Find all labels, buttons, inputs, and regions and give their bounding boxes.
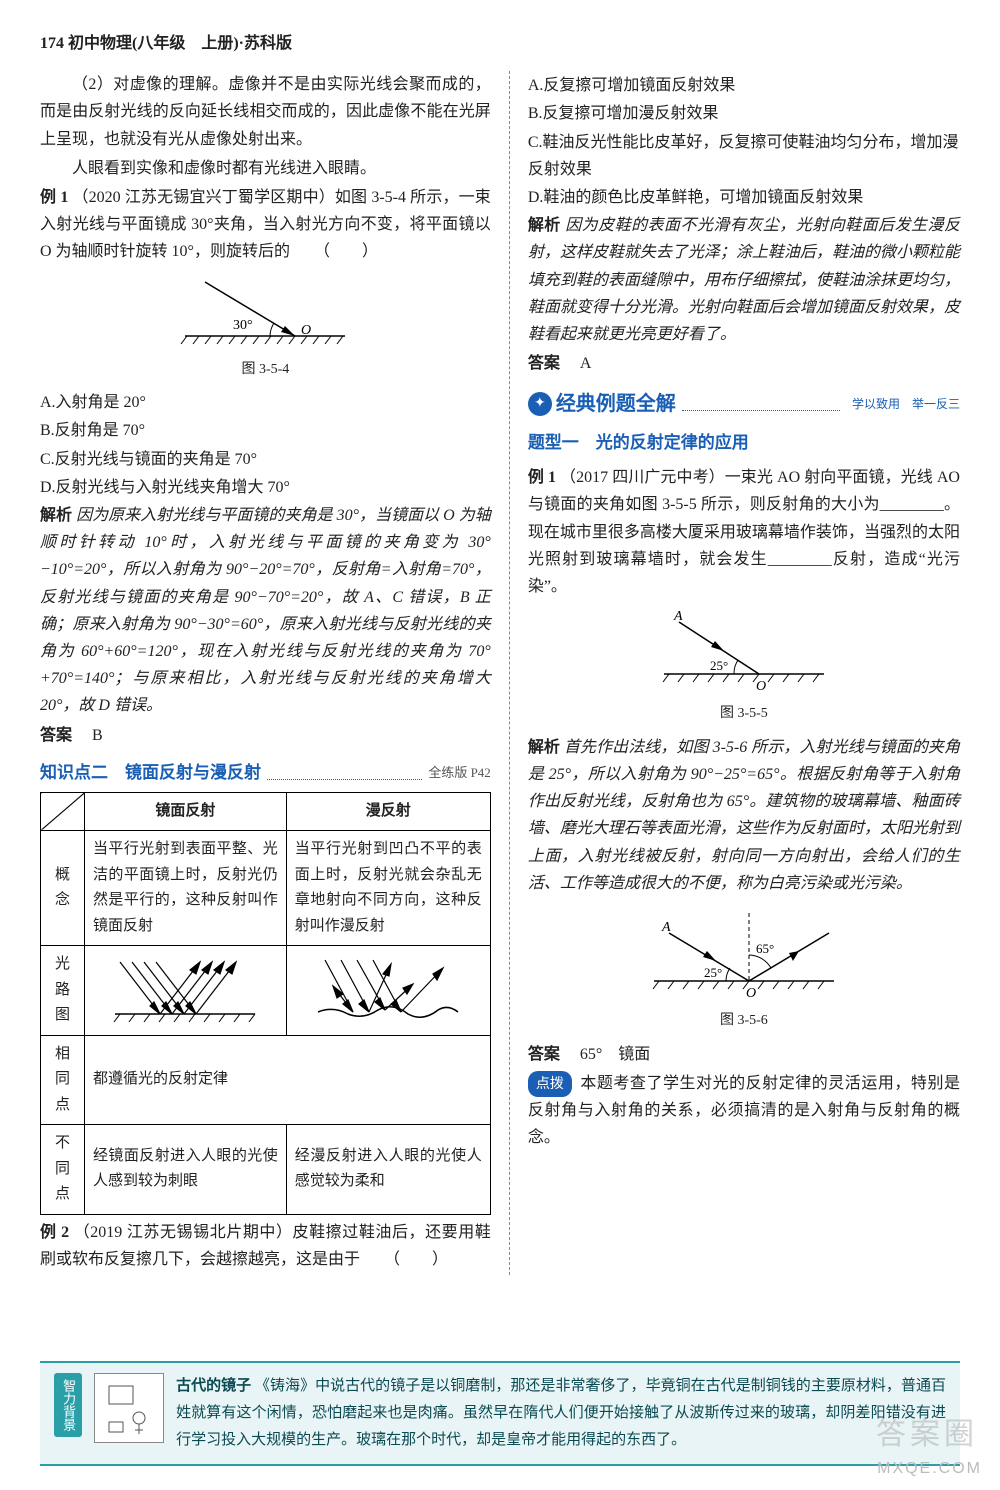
choice-d: D.反射光线与入射光线夹角增大 70° — [40, 474, 491, 501]
table-corner — [41, 792, 85, 831]
analysis-text: 首先作出法线，如图 3-5-6 所示，入射光线与镜面的夹角是 25°，所以入射角… — [528, 739, 960, 892]
row-diagram-label: 光路图 — [41, 946, 85, 1036]
example-label: 例 2 — [40, 1224, 69, 1241]
row-same-label: 相同点 — [41, 1035, 85, 1125]
answer-label: 答案 — [40, 727, 72, 744]
topic-1-title: 题型一 光的反射定律的应用 — [528, 429, 960, 458]
concept-mirror: 当平行光射到表面平整、光洁的平面镜上时，反射光仍然是平行的，这种反射叫作镜面反射 — [85, 831, 287, 946]
dotted-separator — [267, 779, 422, 780]
choice-c: C.反射光线与镜面的夹角是 70° — [40, 446, 491, 473]
answer-2: 答案 A — [528, 350, 960, 377]
figure-caption: 图 3-5-6 — [528, 1009, 960, 1033]
kp2-title: 知识点二 镜面反射与漫反射 — [40, 759, 261, 788]
example-label: 例 1 — [528, 469, 556, 486]
analysis-text: 因为原来入射光线与平面镜的夹角是 30°，当镜面以 O 为轴顺时针转动 10°时… — [40, 507, 491, 714]
right-example-1: 例 1 （2017 四川广元中考）一束光 AO 射向平面镜，光线 AO 与镜面的… — [528, 464, 960, 600]
table-header-mirror: 镜面反射 — [85, 792, 287, 831]
choice-a: A.反复擦可增加镜面反射效果 — [528, 72, 960, 99]
tip-text: 本题考查了学生对光的反射定律的灵活运用，特别是反射角与入射角的关系，必须搞清的是… — [528, 1075, 960, 1146]
banner-subtitle: 学以致用 举一反三 — [852, 394, 960, 414]
paragraph: （2）对虚像的理解。虚像并不是由实际光线会聚而成的，而是由反射光线的反向延长线相… — [40, 71, 491, 153]
answer-1: 答案 B — [40, 722, 491, 749]
footer-box: 智力背景 古代的镜子 《铸海》中说古代的镜子是以铜磨制，那还是非常奢侈了，毕竟铜… — [40, 1361, 960, 1466]
analysis-label: 解析 — [40, 507, 72, 524]
page-header: 174 初中物理(八年级 上册)·苏科版 — [40, 30, 960, 57]
answer-label: 答案 — [528, 1046, 560, 1063]
angle-label: 30° — [233, 318, 253, 333]
angle-left: 25° — [704, 965, 722, 980]
figure-3-5-6: 25° 65° A O 图 3-5-6 — [528, 905, 960, 1033]
knowledge-point-2-header: 知识点二 镜面反射与漫反射 全练版 P42 — [40, 759, 491, 788]
banner-title: 经典例题全解 — [556, 387, 676, 421]
left-column: （2）对虚像的理解。虚像并不是由实际光线会聚而成的，而是由反射光线的反向延长线相… — [40, 71, 491, 1275]
analysis-text: 因为皮鞋的表面不光滑有灰尘，光射向鞋面后发生漫反射，这样皮鞋就失去了光泽；涂上鞋… — [528, 217, 960, 343]
paragraph: 人眼看到实像和虚像时都有光线进入眼睛。 — [40, 155, 491, 182]
diff-diffuse: 经漫反射进入人眼的光使人感觉较为柔和 — [286, 1125, 490, 1215]
example-text: （2017 四川广元中考）一束光 AO 射向平面镜，光线 AO 与镜面的夹角如图… — [528, 469, 960, 595]
banner-icon: ✦ — [528, 392, 552, 416]
answer-value: A — [580, 355, 592, 372]
point-o: O — [746, 986, 756, 1001]
tip-badge: 点拨 — [528, 1071, 572, 1097]
table-header-diffuse: 漫反射 — [286, 792, 490, 831]
watermark-cn: 答案圈 — [876, 1409, 978, 1460]
right-answer: 答案 65° 镜面 — [528, 1041, 960, 1068]
row-concept-label: 概念 — [41, 831, 85, 946]
choice-b: B.反复擦可增加漫反射效果 — [528, 100, 960, 127]
figure-caption: 图 3-5-4 — [40, 358, 491, 382]
point-o: O — [756, 679, 766, 694]
concept-diffuse: 当平行光射到凹凸不平的表面上时，反射光就会杂乱无章地射向不同方向，这种反射叫作漫… — [286, 831, 490, 946]
answer-value: B — [92, 727, 103, 744]
right-analysis: 解析 首先作出法线，如图 3-5-6 所示，入射光线与镜面的夹角是 25°，所以… — [528, 734, 960, 897]
analysis-label: 解析 — [528, 217, 561, 234]
row-diff-label: 不同点 — [41, 1125, 85, 1215]
example-text: （2020 江苏无锡宜兴丁蜀学区期中）如图 3-5-4 所示，一束入射光线与平面… — [40, 189, 491, 260]
footer-title: 古代的镜子 — [176, 1378, 251, 1394]
answer-value: 65° 镜面 — [580, 1046, 650, 1063]
choice-d: D.鞋油的颜色比皮革鲜艳，可增加镜面反射效果 — [528, 184, 960, 211]
choice-a: A.入射角是 20° — [40, 389, 491, 416]
choice-c: C.鞋油反光性能比皮革好，反复擦可使鞋油均匀分布，增加漫反射效果 — [528, 129, 960, 183]
choice-b: B.反射角是 70° — [40, 417, 491, 444]
two-column-layout: （2）对虚像的理解。虚像并不是由实际光线会聚而成的，而是由反射光线的反向延长线相… — [40, 71, 960, 1275]
diagram-diffuse — [286, 946, 490, 1036]
analysis-1: 解析 因为原来入射光线与平面镜的夹角是 30°，当镜面以 O 为轴顺时针转动 1… — [40, 502, 491, 720]
angle-label: 25° — [710, 658, 728, 673]
answer-label: 答案 — [528, 355, 560, 372]
reflection-table: 镜面反射 漫反射 概念 当平行光射到表面平整、光洁的平面镜上时，反射光仍然是平行… — [40, 792, 491, 1215]
angle-right: 65° — [756, 941, 774, 956]
dotted-separator — [682, 410, 840, 411]
footer-text: 古代的镜子 《铸海》中说古代的镜子是以铜磨制，那还是非常奢侈了，毕竟铜在古代是制… — [176, 1373, 946, 1454]
diff-mirror: 经镜面反射进入人眼的光使人感到较为刺眼 — [85, 1125, 287, 1215]
same-point: 都遵循光的反射定律 — [85, 1035, 491, 1125]
figure-caption: 图 3-5-5 — [528, 702, 960, 726]
point-a: A — [673, 609, 683, 624]
figure-3-5-5: 25° A O 图 3-5-5 — [528, 608, 960, 726]
point-a: A — [661, 920, 671, 935]
example-2: 例 2 （2019 江苏无锡锡北片期中）皮鞋擦过鞋油后，还要用鞋刷或软布反复擦几… — [40, 1219, 491, 1273]
example-1: 例 1 （2020 江苏无锡宜兴丁蜀学区期中）如图 3-5-4 所示，一束入射光… — [40, 184, 491, 266]
figure-3-5-4: 30° O 图 3-5-4 — [40, 274, 491, 382]
example-text: （2019 江苏无锡锡北片期中）皮鞋擦过鞋油后，还要用鞋刷或软布反复擦几下，会越… — [40, 1224, 491, 1268]
footer-body: 《铸海》中说古代的镜子是以铜磨制，那还是非常奢侈了，毕竟铜在古代是制铜钱的主要原… — [176, 1378, 946, 1448]
analysis-label: 解析 — [528, 739, 560, 756]
example-label: 例 1 — [40, 189, 68, 206]
point-o: O — [301, 323, 311, 338]
watermark-url: MXQE.COM — [877, 1455, 982, 1482]
analysis-2: 解析 因为皮鞋的表面不光滑有灰尘，光射向鞋面后发生漫反射，这样皮鞋就失去了光泽；… — [528, 212, 960, 348]
footer-badge: 智力背景 — [54, 1373, 82, 1437]
kp2-link: 全练版 P42 — [428, 762, 490, 784]
section-banner: ✦ 经典例题全解 学以致用 举一反三 — [528, 387, 960, 421]
right-column: A.反复擦可增加镜面反射效果 B.反复擦可增加漫反射效果 C.鞋油反光性能比皮革… — [509, 71, 960, 1275]
diagram-mirror — [85, 946, 287, 1036]
footer-illustration — [94, 1373, 164, 1443]
tip-paragraph: 点拨 本题考查了学生对光的反射定律的灵活运用，特别是反射角与入射角的关系，必须搞… — [528, 1070, 960, 1152]
